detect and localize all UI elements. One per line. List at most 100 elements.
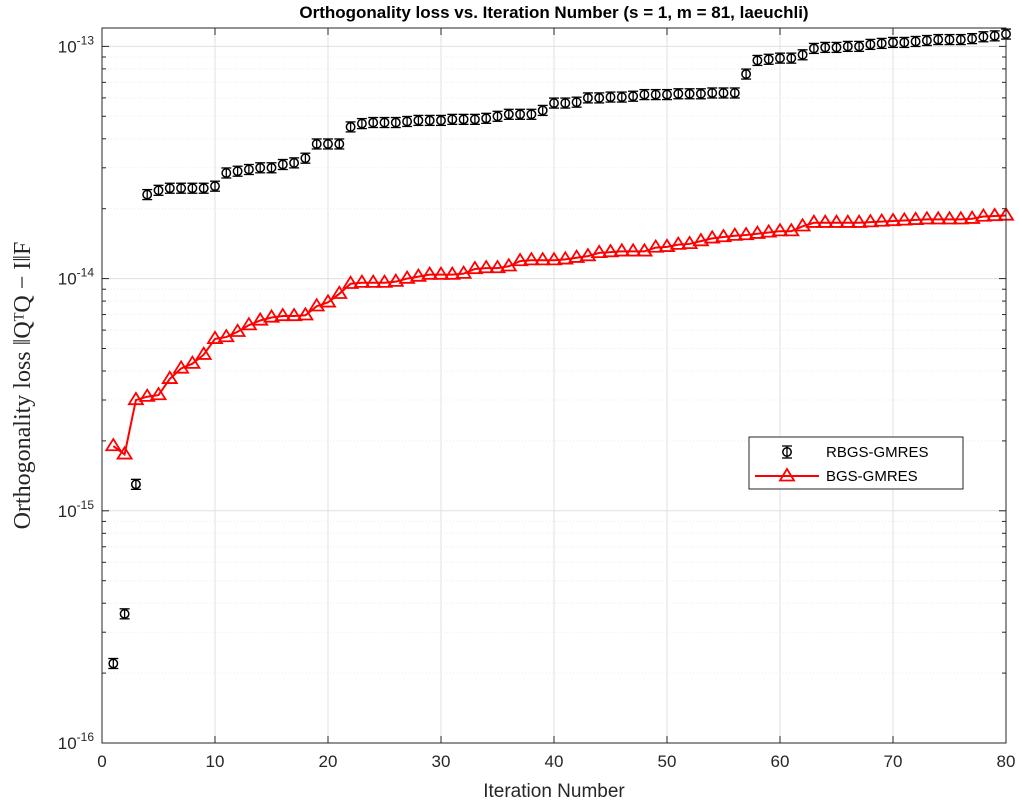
marker-circle (300, 153, 311, 164)
marker-circle (775, 53, 785, 64)
data-point (172, 359, 190, 374)
data-point (910, 35, 921, 48)
marker-circle (481, 113, 492, 124)
marker-circle (289, 157, 300, 168)
data-point (989, 30, 1000, 42)
data-point (955, 33, 966, 46)
data-point (986, 207, 1004, 222)
marker-circle (187, 183, 198, 194)
data-point (454, 264, 473, 279)
marker-circle (797, 49, 808, 60)
marker-circle (379, 117, 390, 128)
marker-circle (390, 117, 401, 128)
x-tick-label: 50 (658, 752, 677, 771)
data-point (748, 225, 767, 239)
marker-circle (808, 43, 819, 54)
data-point (760, 223, 778, 238)
data-point (458, 113, 469, 126)
data-point (142, 188, 153, 201)
marker-circle (955, 34, 966, 45)
data-point (974, 207, 993, 222)
marker-circle (447, 114, 458, 125)
y-tick-label: 10-13 (58, 33, 95, 56)
data-point (421, 265, 439, 280)
marker-circle (255, 162, 266, 173)
marker-circle (741, 69, 752, 80)
data-point (319, 293, 337, 308)
data-point (782, 222, 800, 237)
marker-circle (989, 30, 1000, 41)
marker-circle (628, 91, 639, 102)
data-point (978, 31, 989, 43)
marker-circle (786, 53, 797, 64)
data-point (266, 162, 277, 174)
data-point (899, 36, 910, 49)
marker-circle (684, 88, 695, 99)
marker-circle (729, 88, 740, 98)
data-point (390, 116, 401, 129)
marker-circle (978, 31, 989, 42)
data-point (443, 265, 461, 280)
data-point (684, 88, 695, 100)
marker-circle (888, 37, 898, 48)
data-point (277, 158, 288, 171)
marker-circle (763, 54, 774, 65)
y-tick-label: 10-16 (58, 730, 95, 753)
x-tick-label: 60 (771, 752, 790, 771)
data-point (488, 259, 507, 274)
marker-circle (334, 139, 345, 149)
y-tick-label: 10-14 (58, 266, 95, 289)
x-tick-label: 0 (97, 752, 106, 771)
data-point (232, 165, 243, 177)
x-tick-label: 80 (997, 752, 1016, 771)
marker-circle (469, 114, 480, 125)
data-point (884, 212, 902, 227)
data-point (628, 90, 639, 102)
data-point (888, 36, 898, 49)
data-point (963, 210, 981, 224)
data-point (707, 87, 718, 99)
marker-circle (616, 92, 627, 103)
data-point (771, 222, 789, 237)
y-axis-label: Orthogonality loss ‖QᵀQ − I‖F (10, 242, 36, 530)
data-point (424, 114, 435, 127)
marker-circle (503, 109, 514, 120)
data-point (127, 391, 145, 406)
data-point (673, 88, 684, 100)
y-axis-label-text: Orthogonality loss ‖QᵀQ − I‖F (10, 242, 36, 530)
marker-circle (492, 111, 503, 122)
legend-marker (778, 467, 796, 482)
data-point (341, 275, 360, 289)
data-point (594, 92, 605, 104)
data-point (601, 243, 620, 258)
data-point (526, 108, 537, 120)
data-point (503, 108, 514, 120)
data-point (741, 68, 752, 80)
data-point (161, 370, 179, 384)
x-tick-label: 70 (884, 752, 903, 771)
data-point (387, 272, 405, 287)
marker-circle (865, 39, 876, 50)
marker-circle (549, 98, 559, 109)
data-point (763, 53, 774, 65)
data-point (865, 38, 876, 51)
data-point (729, 87, 740, 99)
series-layer (104, 28, 1015, 670)
legend-marker (782, 447, 792, 457)
data-point (409, 267, 428, 282)
marker-circle (345, 121, 356, 132)
marker-circle (662, 89, 672, 100)
data-point (967, 32, 978, 45)
data-point (481, 112, 492, 124)
marker-circle (176, 183, 187, 194)
data-point (379, 116, 390, 129)
data-point (492, 110, 503, 122)
data-point (933, 33, 944, 46)
data-point (447, 113, 458, 126)
marker-circle (842, 41, 853, 52)
marker-circle (198, 183, 209, 194)
data-point (183, 355, 202, 369)
legend: RBGS-GMRES BGS-GMRES (748, 436, 964, 490)
marker-circle (436, 115, 446, 126)
